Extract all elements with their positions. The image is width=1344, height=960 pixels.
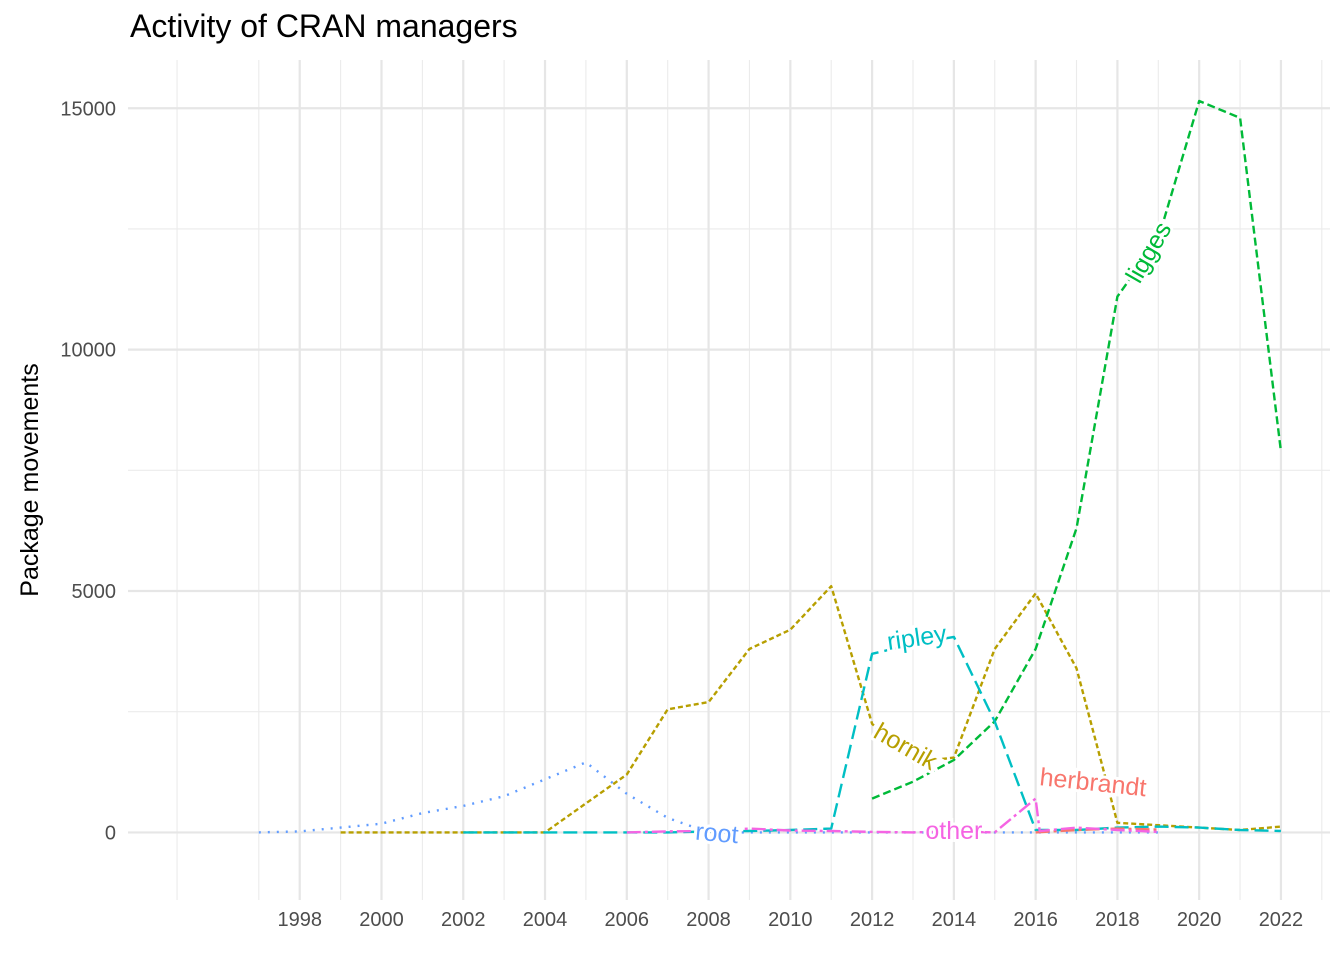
- series-labels: rootroothornikhornikliggesliggesripleyri…: [691, 214, 1180, 852]
- x-tick-label: 2010: [768, 909, 813, 931]
- x-tick-label: 2002: [441, 909, 486, 931]
- x-tick-label: 2000: [359, 909, 404, 931]
- y-axis-label: Package movements: [16, 363, 44, 596]
- x-tick-label: 2018: [1095, 909, 1140, 931]
- axis-ticks: 1998 2000 2002 2004 2006 2008 2010 2012 2014 2016…: [60, 98, 1303, 931]
- y-tick-label: 15000: [60, 98, 116, 120]
- series-lines: [258, 99, 1283, 834]
- x-tick-label: 2006: [605, 909, 650, 931]
- x-tick-label: 1998: [277, 909, 322, 931]
- x-tick-label: 2022: [1259, 909, 1304, 931]
- series-label-herbrandt: herbrandt: [1038, 763, 1147, 802]
- series-label-halo-other: other: [925, 817, 982, 845]
- series-label-ripley: ripley: [885, 620, 949, 656]
- x-tick-label: 2016: [1013, 909, 1058, 931]
- series-label-other: other: [925, 817, 982, 845]
- x-tick-label: 2020: [1177, 909, 1222, 931]
- series-label-hornik: hornik: [869, 718, 942, 777]
- series-label-halo-root: root: [694, 818, 739, 850]
- grid-lines: [128, 60, 1330, 900]
- y-tick-label: 5000: [72, 581, 117, 603]
- chart-title: Activity of CRAN managers: [130, 8, 518, 44]
- series-label-root: root: [694, 818, 739, 850]
- y-tick-label: 0: [105, 822, 116, 844]
- series-line-ligges: [871, 99, 1283, 800]
- x-tick-label: 2008: [686, 909, 731, 931]
- series-label-ligges: ligges: [1120, 217, 1177, 288]
- x-tick-label: 2012: [850, 909, 895, 931]
- x-tick-label: 2004: [523, 909, 568, 931]
- series-line-ripley: [463, 635, 1281, 834]
- series-line-other: [626, 797, 1159, 834]
- y-tick-label: 10000: [60, 340, 116, 362]
- x-tick-label: 2014: [932, 909, 977, 931]
